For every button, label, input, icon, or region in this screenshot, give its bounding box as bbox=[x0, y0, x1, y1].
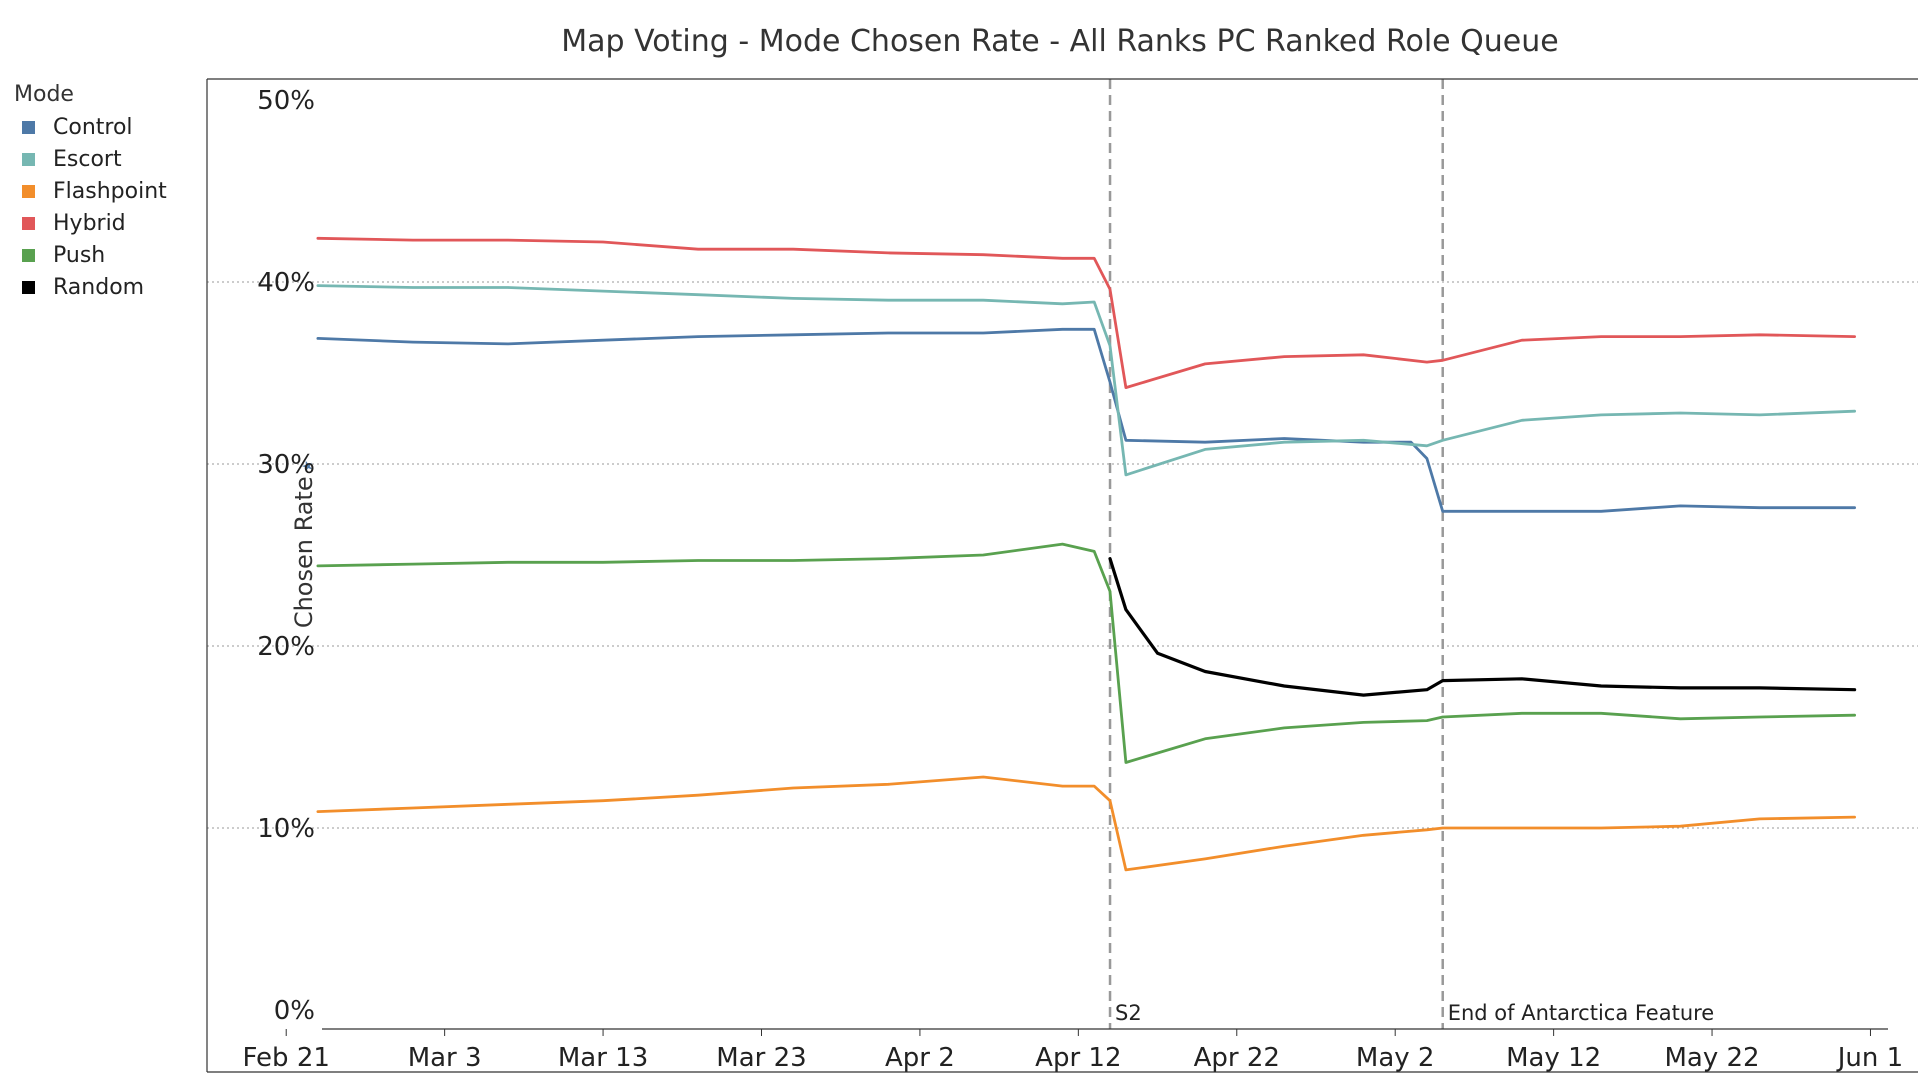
y-tick-label: 40% bbox=[257, 268, 315, 298]
series-line-flashpoint bbox=[316, 775, 1856, 872]
legend-item[interactable]: Random bbox=[14, 271, 167, 303]
x-tick-label: Apr 2 bbox=[885, 1043, 955, 1073]
x-tick-label: Mar 23 bbox=[716, 1043, 806, 1073]
legend-label: Flashpoint bbox=[53, 178, 167, 204]
legend-swatch bbox=[22, 184, 35, 198]
legend-item[interactable]: Hybrid bbox=[14, 207, 167, 239]
legend-label: Control bbox=[53, 114, 133, 140]
legend-label: Random bbox=[53, 274, 145, 300]
chart-title: Map Voting - Mode Chosen Rate - All Rank… bbox=[561, 24, 1559, 59]
legend-item[interactable]: Control bbox=[14, 111, 167, 143]
legend-swatch bbox=[22, 248, 35, 262]
legend-title: Mode bbox=[14, 82, 74, 107]
legend-swatch bbox=[22, 152, 35, 166]
gridlines bbox=[207, 281, 1918, 829]
x-tick-label: May 2 bbox=[1356, 1043, 1435, 1073]
legend-label: Push bbox=[53, 242, 106, 268]
legend: Mode Control Escort Flashpoint Hybrid Push Ra… bbox=[14, 82, 167, 303]
x-tick-label: Jun 1 bbox=[1836, 1043, 1903, 1073]
legend-label: Escort bbox=[53, 146, 122, 172]
legend-item[interactable]: Escort bbox=[14, 143, 167, 175]
legend-label: Hybrid bbox=[53, 210, 126, 236]
reference-line-label: S2 bbox=[1115, 1001, 1142, 1025]
y-tick-label: 0% bbox=[274, 996, 315, 1026]
x-tick-label: Mar 13 bbox=[558, 1043, 648, 1073]
legend-swatch bbox=[22, 120, 35, 134]
legend-swatch bbox=[22, 280, 35, 294]
series-line-hybrid bbox=[316, 236, 1856, 390]
series-line-control bbox=[316, 327, 1856, 513]
x-tick-label: May 12 bbox=[1506, 1043, 1601, 1073]
annotations: S2 End of Antarctica Feature bbox=[1108, 79, 1715, 1029]
y-tick-label: 20% bbox=[257, 632, 315, 662]
x-tick-label: Apr 22 bbox=[1194, 1043, 1280, 1073]
reference-line-label: End of Antarctica Feature bbox=[1448, 1001, 1715, 1025]
legend-item[interactable]: Flashpoint bbox=[14, 175, 167, 207]
y-tick-label: 50% bbox=[257, 86, 315, 116]
x-tick-label: Feb 21 bbox=[243, 1043, 330, 1073]
x-tick-label: Apr 12 bbox=[1035, 1043, 1121, 1073]
x-tick-label: Mar 3 bbox=[408, 1043, 482, 1073]
series-line-escort bbox=[316, 284, 1856, 477]
y-tick-label: 30% bbox=[257, 450, 315, 480]
legend-swatch bbox=[22, 216, 35, 230]
x-tick-label: May 22 bbox=[1664, 1043, 1759, 1073]
series-lines bbox=[316, 236, 1857, 872]
series-line-push bbox=[316, 542, 1856, 764]
legend-item[interactable]: Push bbox=[14, 239, 167, 271]
legend-items: Control Escort Flashpoint Hybrid Push Random bbox=[14, 111, 167, 303]
series-line-random bbox=[1108, 556, 1857, 697]
axes: 0% 10% 20% 30% 40% 50% Feb 21 Mar 3 Mar 13 Mar 23… bbox=[206, 78, 1918, 1073]
y-tick-label: 10% bbox=[257, 814, 315, 844]
